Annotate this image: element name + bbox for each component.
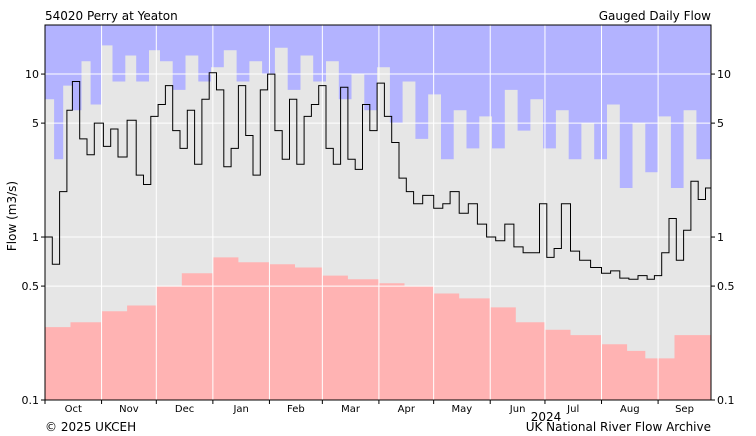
month-label: May [452,404,473,415]
y-tick-label-left: 10 [25,68,39,81]
month-label: Jul [566,404,579,415]
flow-series [45,72,712,280]
archive-name: UK National River Flow Archive [526,420,711,434]
y-tick-label-left: 0.1 [22,394,40,407]
x-axis: Oct Nov Dec Jan Feb Mar Apr May Jun Jul Aug Sep [44,400,694,415]
y-tick-label-right: 5 [717,117,724,130]
month-label: Jun [509,404,526,415]
y-tick-label-left: 0.5 [22,280,40,293]
station-title: 54020 Perry at Yeaton [45,9,178,23]
month-label: Apr [398,404,416,415]
plot-frame [44,24,712,401]
y-axis-label: Flow (m3/s) [5,181,19,251]
y-axis-left: 0.1 0.5 1 5 10 [22,68,45,407]
y-axis-right: 0.1 0.5 1 5 10 [711,68,735,407]
year-label: 2024 [531,410,562,424]
month-label: Oct [65,404,82,415]
y-tick-label-right: 10 [717,68,731,81]
flow-line [45,72,712,280]
copyright-text: © 2025 UKCEH [45,420,136,434]
gridlines [45,25,711,400]
y-tick-label-right: 0.1 [717,394,735,407]
y-tick-label-right: 0.5 [717,280,735,293]
month-label: Feb [287,404,305,415]
y-tick-label-left: 1 [32,231,39,244]
month-label: Jan [232,404,248,415]
month-label: Nov [119,404,139,415]
month-label: Aug [620,404,640,415]
y-tick-label-left: 5 [32,117,39,130]
month-label: Mar [341,404,361,415]
month-label: Sep [675,404,694,415]
month-label: Dec [175,404,194,415]
y-tick-label-right: 1 [717,231,724,244]
series-type-label: Gauged Daily Flow [599,9,711,23]
